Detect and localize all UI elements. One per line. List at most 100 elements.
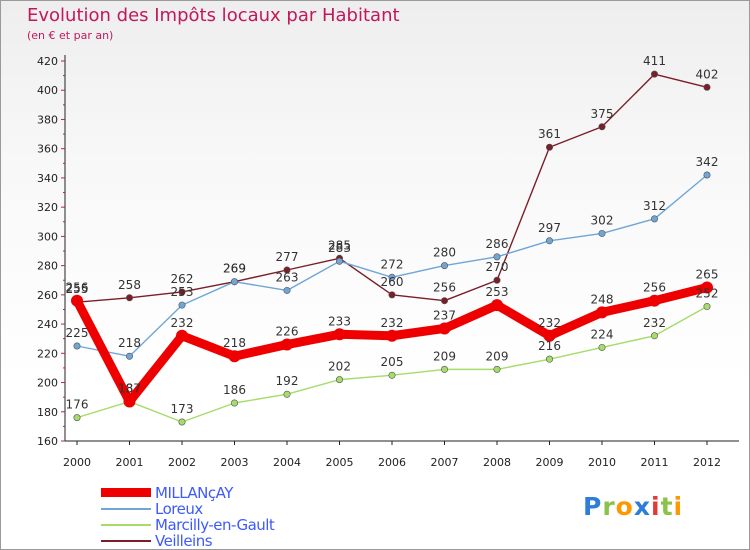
data-label: 252 [696,287,719,301]
data-point [440,262,448,270]
data-point [123,395,136,408]
data-label: 232 [381,316,404,330]
data-label: 232 [643,316,666,330]
data-point [335,257,343,265]
data-point [176,329,188,342]
y-tick-label: 200 [37,377,58,390]
x-tick-label: 2007 [431,456,459,469]
data-label: 209 [486,349,509,363]
legend-swatch [101,508,151,510]
x-tick-label: 2012 [693,456,721,469]
data-point [703,83,711,91]
data-label: 283 [328,241,351,255]
data-point [440,297,448,305]
data-label: 253 [171,285,194,299]
y-tick-label: 340 [37,172,58,185]
data-label: 297 [538,221,561,235]
data-point [493,276,501,284]
data-point [283,266,291,274]
data-point [388,273,396,281]
x-tick-label: 2000 [63,456,91,469]
data-point [283,286,291,294]
data-label: 256 [66,281,89,295]
data-label: 232 [171,316,194,330]
x-tick-label: 2002 [168,456,196,469]
data-label: 248 [591,292,614,306]
x-tick-label: 2011 [641,456,669,469]
data-label: 402 [696,67,719,81]
data-label: 192 [276,374,299,388]
data-point [545,143,553,151]
data-point [438,322,451,335]
data-point [228,350,241,363]
data-point [283,390,291,398]
data-label: 361 [538,127,561,141]
data-point [701,281,713,294]
chart-title: Evolution des Impôts locaux par Habitant [27,5,400,26]
data-label: 270 [486,260,509,274]
data-point [333,328,346,341]
data-label: 218 [223,336,246,350]
data-label: 285 [328,238,351,252]
data-label: 224 [591,327,614,341]
data-point [650,70,658,78]
data-label: 216 [538,339,561,353]
legend-label: Marcilly-en-Gault [155,516,275,534]
y-tick-label: 240 [37,318,58,331]
y-tick-label: 320 [37,201,58,214]
data-label: 209 [433,349,456,363]
data-point [281,338,293,351]
data-point [703,303,711,311]
data-point [543,329,556,342]
data-label: 411 [643,54,666,68]
data-label: 262 [171,272,194,286]
y-tick-label: 380 [37,113,58,126]
data-point [491,299,503,312]
data-label: 187 [118,382,141,396]
data-point [126,352,134,360]
y-tick-label: 400 [37,84,58,97]
x-tick-label: 2001 [116,456,144,469]
data-label: 176 [66,398,89,412]
data-point [231,399,239,407]
y-tick-label: 180 [37,406,58,419]
data-label: 186 [223,383,246,397]
data-point [648,294,661,307]
data-point [545,355,553,363]
data-label: 375 [591,107,614,121]
data-point [126,294,134,302]
x-tick-label: 2003 [221,456,249,469]
data-label: 173 [171,402,194,416]
data-point [335,376,343,384]
data-label: 256 [643,281,666,295]
data-point [73,414,81,422]
x-tick-label: 2006 [378,456,406,469]
x-tick-label: 2009 [536,456,564,469]
data-label: 286 [486,237,509,251]
data-point [388,371,396,379]
y-tick-label: 280 [37,260,58,273]
data-label: 237 [433,308,456,322]
proxiti-logo: Proxiti [583,492,684,521]
data-point [596,306,608,319]
data-point [178,301,186,309]
y-tick-label: 220 [37,347,58,360]
data-point [231,278,239,286]
x-tick-label: 2004 [273,456,301,469]
data-label: 312 [643,199,666,213]
data-point [386,329,398,342]
y-tick-label: 260 [37,289,58,302]
data-point [388,291,396,299]
data-label: 280 [433,246,456,260]
data-point [598,229,606,237]
data-point [493,253,501,261]
data-label: 218 [118,336,141,350]
data-point [650,215,658,223]
data-point [178,288,186,296]
data-label: 256 [433,281,456,295]
y-tick-label: 300 [37,230,58,243]
legend-swatch [101,540,151,542]
data-label: 265 [696,268,719,282]
